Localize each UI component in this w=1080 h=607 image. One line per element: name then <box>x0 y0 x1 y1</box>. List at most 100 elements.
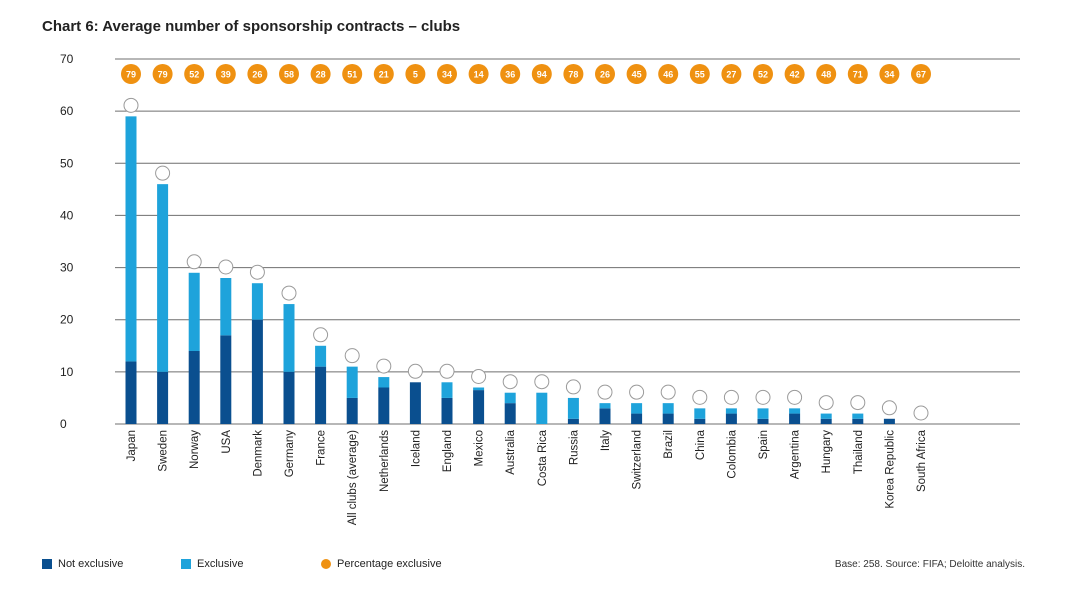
x-tick-label: Norway <box>189 430 201 469</box>
legend-label-exclusive: Exclusive <box>197 558 244 570</box>
percentage-label: 14 <box>474 70 484 80</box>
x-tick-label: Japan <box>126 430 138 461</box>
percentage-label: 67 <box>916 70 926 80</box>
percentage-badge <box>879 64 900 84</box>
chart-title: Chart 6: Average number of sponsorship c… <box>42 18 461 35</box>
bar-not-exclusive <box>757 418 769 424</box>
country-flag-icon <box>787 389 803 405</box>
percentage-badge <box>215 64 236 84</box>
bar-not-exclusive <box>694 418 706 424</box>
country-flag-icon <box>471 369 487 384</box>
percentage-badge <box>595 64 615 84</box>
country-flag-icon <box>913 405 929 421</box>
bar-exclusive <box>789 408 801 414</box>
y-tick-label: 60 <box>60 104 74 118</box>
country-flag-icon <box>502 374 518 390</box>
bar-exclusive <box>220 278 232 336</box>
bar-not-exclusive <box>504 403 516 424</box>
percentage-label: 5 <box>413 70 418 80</box>
bar-exclusive <box>441 382 453 398</box>
country-flag-icon <box>723 389 739 405</box>
bar-not-exclusive <box>409 382 421 424</box>
percentage-badge <box>626 64 647 84</box>
country-flag-icon <box>344 348 360 364</box>
bar-not-exclusive <box>599 408 611 424</box>
x-tick-label: Thailand <box>853 430 865 474</box>
y-tick-label: 20 <box>60 313 74 327</box>
country-flag-icon <box>850 395 866 411</box>
bar-not-exclusive <box>567 418 579 424</box>
x-tick-label: Brazil <box>663 430 675 459</box>
country-flag-icon <box>123 97 139 113</box>
country-flag-icon <box>660 384 676 400</box>
percentage-badge <box>563 64 584 84</box>
country-flag-icon <box>376 358 392 374</box>
y-tick-label: 70 <box>60 52 74 66</box>
x-tick-label: Russia <box>568 429 580 465</box>
country-flag-icon <box>565 379 581 395</box>
bar-exclusive <box>820 413 832 419</box>
bar-not-exclusive <box>315 366 327 424</box>
y-tick-label: 30 <box>60 261 74 275</box>
bar-exclusive <box>757 408 769 419</box>
percentage-label: 34 <box>884 70 894 80</box>
bar-not-exclusive <box>820 418 832 424</box>
percentage-badge <box>279 64 299 84</box>
y-tick-label: 40 <box>60 208 74 222</box>
percentage-label: 48 <box>821 70 831 80</box>
percentage-badge <box>184 64 205 84</box>
percentage-label: 78 <box>568 70 578 80</box>
country-flag-icon <box>692 389 708 405</box>
bar-exclusive <box>852 413 864 419</box>
x-tick-label: Switzerland <box>632 430 644 489</box>
percentage-label: 36 <box>505 70 515 80</box>
bar-not-exclusive <box>852 418 864 424</box>
bar-exclusive <box>346 366 358 398</box>
country-flag-icon <box>407 363 423 379</box>
x-tick-label: USA <box>221 430 233 454</box>
percentage-badge <box>121 64 141 84</box>
bar-not-exclusive <box>188 351 200 424</box>
percentage-badge <box>689 64 710 84</box>
percentage-badge <box>373 64 394 84</box>
x-tick-label: Hungary <box>821 430 833 474</box>
bar-exclusive <box>599 403 611 409</box>
percentage-label: 39 <box>221 70 231 80</box>
percentage-label: 51 <box>347 70 357 80</box>
bar-exclusive <box>378 377 390 388</box>
bar-not-exclusive <box>631 413 643 424</box>
x-tick-label: Australia <box>505 429 517 474</box>
x-tick-label: France <box>316 430 328 466</box>
percentage-label: 79 <box>158 70 168 80</box>
x-tick-label: Argentina <box>790 429 802 479</box>
y-tick-label: 50 <box>60 156 74 170</box>
bar-not-exclusive <box>220 335 232 424</box>
percentage-badge <box>437 64 457 84</box>
country-flag-icon <box>881 400 897 416</box>
percentage-label: 26 <box>600 70 610 80</box>
country-flag-icon <box>755 389 771 405</box>
percentage-badge <box>500 64 521 84</box>
country-flag-icon <box>534 374 550 390</box>
legend-label-not-exclusive: Not exclusive <box>58 558 124 570</box>
bar-exclusive <box>125 116 137 362</box>
x-tick-label: England <box>442 430 454 472</box>
bar-exclusive <box>504 392 516 404</box>
x-tick-label: Denmark <box>252 430 264 477</box>
x-tick-label: Colombia <box>726 429 738 478</box>
country-flag-icon <box>439 363 455 379</box>
percentage-badge <box>784 64 805 84</box>
x-tick-label: Mexico <box>474 430 486 466</box>
x-tick-label: Sweden <box>158 430 170 472</box>
percentage-label: 45 <box>632 70 642 80</box>
percentage-label: 55 <box>695 70 705 80</box>
bar-not-exclusive <box>789 413 801 424</box>
bar-exclusive <box>694 408 706 419</box>
percentage-badge <box>753 64 773 84</box>
x-tick-label: Netherlands <box>379 430 391 492</box>
bar-not-exclusive <box>473 390 485 424</box>
bar-exclusive <box>188 272 200 351</box>
country-flag-icon <box>281 285 297 301</box>
percentage-label: 52 <box>189 70 199 80</box>
percentage-badge <box>911 64 931 84</box>
